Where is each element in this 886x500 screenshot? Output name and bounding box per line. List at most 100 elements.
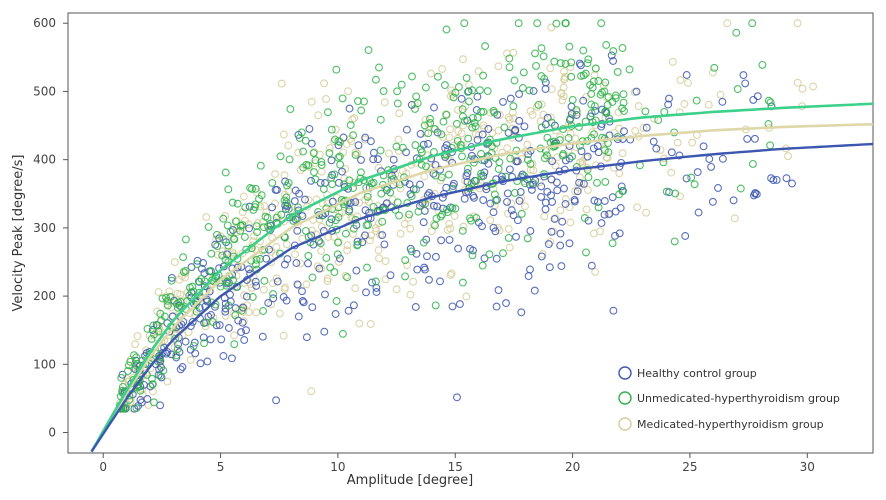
scatter-point [264,222,273,231]
scatter-point [307,97,316,106]
scatter-point [452,119,461,128]
scatter-point [458,152,466,161]
scatter-point [257,191,266,200]
scatter-point [412,185,421,194]
scatter-point [589,229,598,238]
scatter-point [604,148,613,157]
scatter-point [690,180,699,189]
scatter-point [265,245,274,254]
scatter-point [708,68,717,77]
scatter-point [615,169,624,178]
scatter-point [185,291,194,300]
scatter-point [564,134,573,142]
scatter-point [575,178,584,187]
scatter-point [282,240,291,249]
scatter-point [353,97,362,106]
scatter-point [186,355,195,364]
scatter-point [252,222,261,231]
scatter-point [460,194,469,203]
scatter-point [350,114,359,123]
scatter-point [279,130,288,139]
scatter-point [631,126,640,135]
scatter-point [427,69,435,78]
legend-marker-healthy [618,366,632,380]
scatter-point [280,285,289,294]
scatter-point [233,199,242,208]
scatter-point [172,300,181,308]
scatter-point [239,192,248,201]
scatter-point [733,85,742,94]
scatter-point [479,121,488,130]
scatter-point [277,79,286,88]
scatter-point [271,185,280,194]
scatter-point [438,65,447,73]
scatter-point [221,307,230,316]
scatter-point [343,241,352,250]
scatter-point [345,104,354,113]
scatter-point [654,116,663,125]
scatter-point [505,63,514,72]
x-tick-label: 10 [330,460,345,474]
scatter-point [322,254,331,262]
x-tick-label: 30 [800,460,815,474]
scatter-point [793,19,802,28]
scatter-point [333,250,342,259]
scatter-point [163,301,172,310]
scatter-point [268,178,277,187]
scatter-point [566,129,575,138]
scatter-point [188,282,197,291]
scatter-point [751,189,760,198]
scatter-point [542,151,551,160]
scatter-point [341,229,350,238]
scatter-point [301,195,309,204]
scatter-point [366,320,375,328]
scatter-point [384,149,393,158]
scatter-point [143,324,152,333]
scatter-point [541,85,550,93]
scatter-point [323,274,332,283]
scatter-point [340,174,349,183]
scatter-point [458,278,467,287]
scatter-point [603,154,612,162]
scatter-point [208,318,217,326]
scatter-point [503,144,512,153]
scatter-point [346,121,355,130]
scatter-point [402,125,411,134]
scatter-point [474,67,483,76]
scatter-point [283,181,291,190]
scatter-point [299,298,308,307]
scatter-point [671,189,680,198]
scatter-point [556,59,565,68]
scatter-point [262,254,271,263]
scatter-point [741,79,750,88]
scatter-point [173,303,182,312]
scatter-point [601,177,610,186]
scatter-point [343,246,352,255]
scatter-point [414,207,423,216]
scatter-point [526,226,535,235]
scatter-point [503,189,512,198]
legend: Healthy control group Unmedicated-hypert… [618,366,840,431]
scatter-point [530,286,539,295]
scatter-point [582,205,591,214]
scatter-point [224,301,233,310]
scatter-point [429,201,438,210]
scatter-point [558,96,567,105]
scatter-point [596,90,605,99]
scatter-point [230,331,239,340]
scatter-point [323,199,332,208]
scatter-point [597,219,606,228]
scatter-point [357,106,366,115]
scatter-point [298,297,307,305]
scatter-point [471,122,480,131]
scatter-point [205,287,214,296]
scatter-point [317,161,326,169]
scatter-point [503,197,511,206]
scatter-point [360,97,368,106]
scatter-point [618,104,627,113]
scatter-point [208,276,216,285]
scatter-point [298,234,307,243]
scatter-point [196,359,205,368]
scatter-point [229,276,238,285]
scatter-point [430,103,438,112]
